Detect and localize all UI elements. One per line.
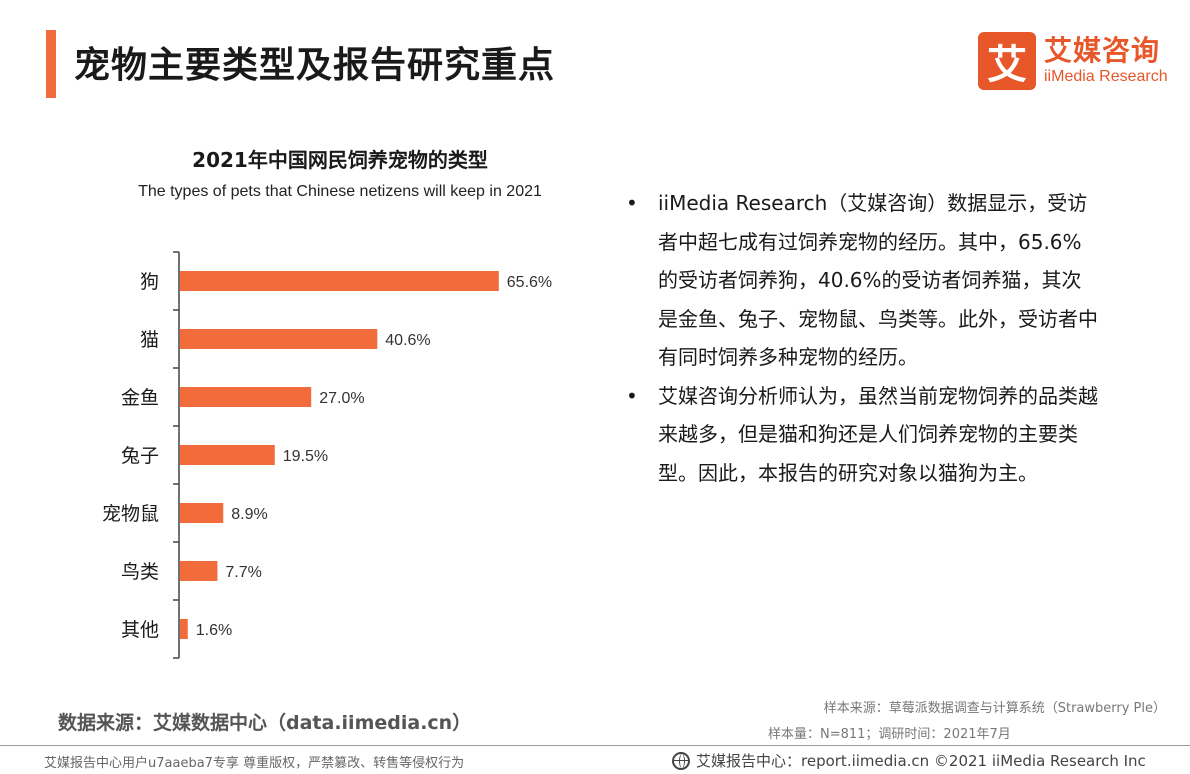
bar-5	[180, 561, 218, 581]
value-label: 7.7%	[225, 564, 261, 581]
footer-copyright-notice: 艾媒报告中心用户u7aaeba7专享 尊重版权，严禁篡改、转售等侵权行为	[44, 756, 465, 771]
chart-title: 2021年中国网民饲养宠物的类型	[192, 148, 488, 172]
title-accent-bar	[46, 30, 56, 98]
sample-source: 样本来源：草莓派数据调查与计算系统（Strawberry Ple）	[823, 701, 1166, 716]
page-title: 宠物主要类型及报告研究重点	[74, 45, 556, 86]
logo-name-en: iiMedia Research	[1044, 68, 1168, 85]
category-label: 鸟类	[121, 561, 159, 583]
footer-divider	[0, 745, 1190, 746]
category-label: 狗	[140, 271, 159, 293]
chart-subtitle: The types of pets that Chinese netizens …	[138, 183, 542, 200]
category-label: 其他	[121, 619, 159, 641]
value-label: 40.6%	[385, 332, 430, 349]
bar-2	[180, 387, 312, 407]
footer-report-center: 艾媒报告中心：report.iimedia.cn ©2021 iiMedia R…	[672, 750, 1146, 771]
bar-3	[180, 445, 275, 465]
bullet-dot-icon: •	[626, 191, 638, 215]
brand-logo: 艾 艾媒咨询 iiMedia Research	[978, 32, 1168, 90]
category-label: 金鱼	[121, 387, 159, 409]
value-label: 1.6%	[196, 622, 232, 639]
bullet-text: iiMedia Research（艾媒咨询）数据显示，受访者中超七成有过饲养宠物…	[658, 191, 1098, 369]
value-label: 65.6%	[507, 274, 552, 291]
globe-icon	[672, 751, 690, 770]
footer-report-link: 艾媒报告中心：report.iimedia.cn ©2021 iiMedia R…	[696, 752, 1146, 770]
pet-type-bar-chart: 狗 65.6% 猫 40.6% 金鱼 27.0% 兔子 19.5% 宠物鼠 8.9% 鸟类 7.7% 其…	[102, 251, 552, 659]
bar-4	[180, 503, 224, 523]
bar-1	[180, 329, 378, 349]
value-label: 27.0%	[319, 390, 364, 407]
category-label: 猫	[140, 329, 159, 351]
category-label: 宠物鼠	[102, 503, 159, 525]
category-label: 兔子	[121, 445, 159, 467]
value-label: 8.9%	[231, 506, 267, 523]
sample-size: 样本量：N=811；调研时间：2021年7月	[768, 727, 1011, 742]
bar-6	[180, 619, 188, 639]
logo-mark-icon: 艾	[978, 32, 1036, 90]
value-label: 19.5%	[283, 448, 328, 465]
logo-name-cn: 艾媒咨询	[1044, 34, 1161, 67]
logo-text: 艾媒咨询 iiMedia Research	[1044, 35, 1168, 87]
analysis-bullets: • iiMedia Research（艾媒咨询）数据显示，受访者中超七成有过饲养…	[620, 184, 1100, 492]
bullet-text: 艾媒咨询分析师认为，虽然当前宠物饲养的品类越来越多，但是猫和狗还是人们饲养宠物的…	[658, 383, 1098, 485]
bullet-item: • 艾媒咨询分析师认为，虽然当前宠物饲养的品类越来越多，但是猫和狗还是人们饲养宠…	[620, 377, 1100, 493]
bullet-dot-icon: •	[626, 383, 638, 408]
bar-0	[180, 271, 499, 291]
data-source: 数据来源：艾媒数据中心（data.iimedia.cn）	[58, 712, 472, 734]
bullet-item: • iiMedia Research（艾媒咨询）数据显示，受访者中超七成有过饲养…	[620, 184, 1100, 377]
